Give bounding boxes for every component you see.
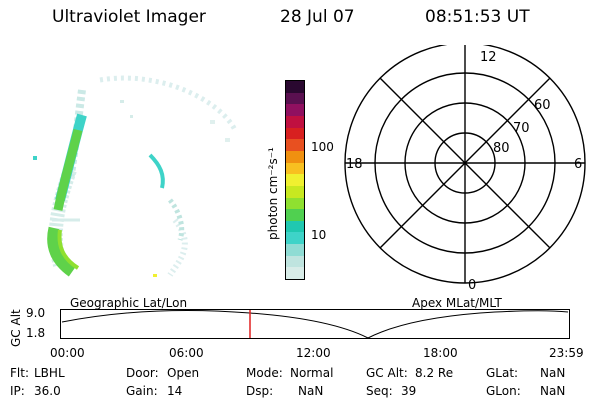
gain-value: 14	[167, 384, 183, 398]
gc-alt-label: GC Alt:	[366, 366, 408, 380]
door-value: Open	[167, 366, 200, 380]
colorbar-swatch	[286, 139, 304, 151]
gc-alt-axis-title: GC Alt	[9, 309, 23, 347]
colorbar-tick-100: 100	[311, 140, 334, 154]
colorbar-swatch	[286, 185, 304, 198]
colorbar-swatch	[286, 220, 304, 233]
mlt-label-0: 0	[468, 278, 476, 293]
dsp-label: Dsp:	[246, 384, 274, 398]
mlat-label-70: 70	[513, 121, 530, 136]
colorbar-swatch	[286, 197, 304, 210]
gc-alt-tick-low: 1.8	[26, 326, 46, 340]
auroral-band-lower-bright	[57, 229, 80, 270]
gc-alt-value: 8.2 Re	[415, 366, 454, 380]
time-tick-1800: 18:00	[423, 346, 458, 360]
colorbar-swatch	[286, 267, 304, 279]
gain-label: Gain:	[126, 384, 158, 398]
glat-value: NaN	[540, 366, 566, 380]
colorbar-swatch	[286, 116, 304, 128]
ip-label: IP:	[10, 384, 25, 398]
seq-label: Seq:	[366, 384, 393, 398]
mode-label: Mode:	[246, 366, 283, 380]
colorbar	[285, 80, 305, 280]
orbit-altitude-plot	[60, 309, 570, 339]
polar-diagonal-2	[379, 77, 551, 249]
colorbar-swatch	[286, 162, 304, 175]
time-tick-0000: 00:00	[50, 346, 85, 360]
glon-label: GLon:	[486, 384, 521, 398]
seq-value: 39	[401, 384, 417, 398]
auroral-image	[33, 75, 238, 277]
auroral-arc-right-cyan	[148, 153, 165, 189]
timeline-frame	[60, 309, 570, 339]
colorbar-swatch	[286, 92, 304, 105]
auroral-oval-faint-right	[167, 218, 188, 277]
ip-value: 36.0	[34, 384, 61, 398]
apex-label: Apex MLat/MLT	[412, 296, 502, 310]
auroral-oval-faint-top	[99, 75, 238, 132]
time-tick-1200: 12:00	[296, 346, 331, 360]
glon-value: NaN	[540, 384, 566, 398]
colorbar-swatch	[286, 232, 304, 245]
colorbar-tick-10: 10	[311, 228, 327, 242]
emission-spot	[210, 120, 215, 124]
emission-spot	[153, 274, 157, 277]
colorbar-swatch	[286, 209, 304, 221]
colorbar-swatch	[286, 81, 304, 93]
time-tick-0600: 06:00	[169, 346, 204, 360]
gc-alt-curve	[61, 309, 569, 339]
glat-label: GLat:	[486, 366, 519, 380]
emission-spot	[33, 156, 37, 160]
instrument-title: Ultraviolet Imager	[52, 7, 206, 27]
colorbar-swatch	[286, 150, 304, 163]
filter-value: LBHL	[34, 366, 65, 380]
dsp-value: NaN	[298, 384, 324, 398]
observation-date: 28 Jul 07	[280, 7, 355, 27]
mlt-label-18: 18	[346, 157, 363, 172]
door-label: Door:	[126, 366, 159, 380]
observation-time: 08:51:53 UT	[425, 7, 530, 27]
emission-spot	[130, 115, 133, 118]
auroral-band-upper-green	[53, 128, 83, 211]
gc-alt-tick-high: 9.0	[26, 306, 46, 320]
emission-spot	[120, 100, 124, 103]
geographic-label: Geographic Lat/Lon	[70, 296, 188, 310]
time-tick-2359: 23:59	[549, 346, 584, 360]
mlat-label-60: 60	[534, 98, 551, 113]
colorbar-unit-label: photon cm⁻²s⁻¹	[266, 147, 280, 240]
mlt-label-6: 6	[574, 157, 582, 172]
polar-mlt-grid: 12 18 6 0 60 70 80	[344, 45, 586, 293]
colorbar-swatch	[286, 255, 304, 268]
mode-value: Normal	[290, 366, 334, 380]
colorbar-swatch	[286, 244, 304, 256]
auroral-band-lower-green	[47, 226, 76, 277]
filter-label: Flt:	[10, 366, 29, 380]
colorbar-swatch	[286, 104, 304, 117]
auroral-arc-right-faint	[168, 198, 185, 241]
colorbar-swatch	[286, 174, 304, 186]
mlat-label-80: 80	[493, 141, 510, 156]
emission-spot	[225, 138, 230, 142]
mlt-label-12: 12	[480, 50, 497, 65]
colorbar-swatch	[286, 127, 304, 140]
